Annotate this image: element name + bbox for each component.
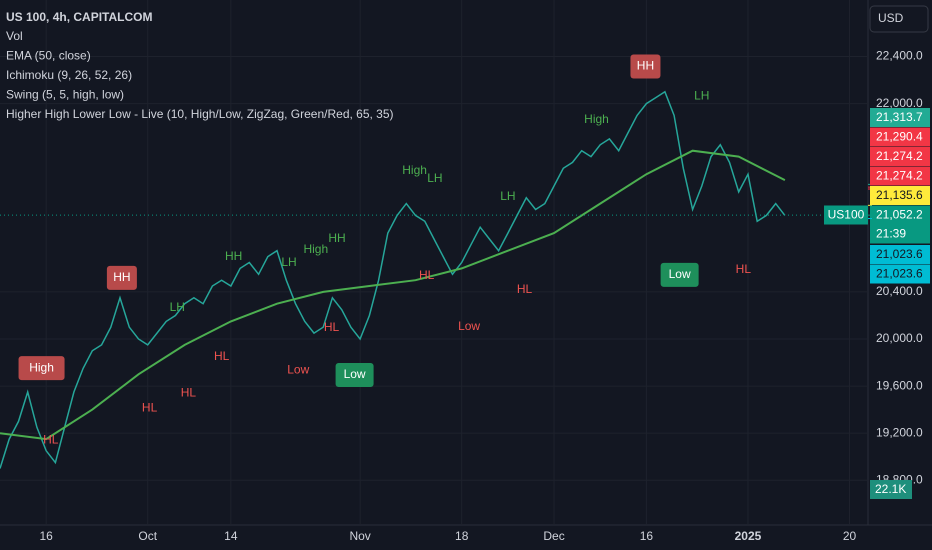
axes: 18,800.019,200.019,600.020,000.020,400.0… — [0, 49, 930, 543]
annotation-label: HH — [113, 270, 130, 284]
annotation-box — [18, 356, 65, 381]
price-label-box — [870, 205, 930, 225]
annotation-label: HL — [736, 262, 752, 276]
annotation-box — [630, 54, 661, 79]
annotation-label: High — [584, 112, 609, 126]
ema-line — [0, 149, 786, 441]
symbol: US100 — [828, 208, 865, 222]
x-tick-label: 20 — [843, 529, 857, 543]
x-tick-label: 16 — [39, 529, 53, 543]
price-label: 21,290.4 — [876, 130, 923, 144]
price-label: 21,023.6 — [876, 267, 923, 281]
price-label: 21,052.2 — [876, 208, 923, 222]
indicator-label: Ichimoku (9, 26, 52, 26) — [6, 68, 132, 82]
countdown: 21:39 — [876, 227, 906, 241]
x-tick-label: 14 — [224, 529, 238, 543]
price-label-box — [870, 147, 930, 166]
annotation-box — [106, 265, 137, 290]
annotation-label: LH — [427, 171, 442, 185]
annotation-label: HL — [419, 268, 435, 282]
annotation-label: Low — [287, 362, 309, 376]
x-tick-label: 18 — [455, 529, 469, 543]
price-label-box — [870, 108, 930, 127]
price-label-box — [870, 166, 930, 186]
annotation-label: HL — [517, 282, 533, 296]
marks — [0, 90, 786, 469]
annotation-label: LH — [170, 300, 185, 314]
price-label: 21,274.2 — [876, 169, 923, 183]
price-label-box — [870, 264, 930, 284]
annotation-label: HH — [328, 231, 345, 245]
annotation-label: High — [402, 163, 427, 177]
annotation-label: High — [29, 360, 54, 374]
y-tick-label: 19,600.0 — [876, 378, 923, 392]
y-tick-label: 20,000.0 — [876, 331, 923, 345]
indicator-label: EMA (50, close) — [6, 49, 91, 63]
annotation-label: HH — [225, 249, 242, 263]
annotation-label: HL — [142, 400, 158, 414]
volume-label: 22.1K — [875, 482, 906, 496]
y-tick-label: 19,200.0 — [876, 425, 923, 439]
annotation-label: LH — [281, 255, 296, 269]
indicator-label: Higher High Lower Low - Live (10, High/L… — [6, 107, 394, 121]
price-label: 21,274.2 — [876, 149, 923, 163]
y-tick-label: 22,400.0 — [876, 49, 923, 63]
symbol-box — [824, 205, 868, 225]
price-label-box — [870, 186, 930, 205]
price-line — [0, 90, 786, 469]
currency[interactable]: USD — [878, 11, 904, 25]
y-tick-label: 22,000.0 — [876, 96, 923, 110]
price-label-box — [870, 224, 930, 244]
annotation-label: Low — [458, 319, 480, 333]
annotation-label: HH — [637, 59, 654, 73]
y-tick-label: 20,400.0 — [876, 284, 923, 298]
annotation-label: HL — [43, 432, 59, 446]
annotation-label: HL — [324, 320, 340, 334]
annotation-label: Low — [669, 267, 691, 281]
price-label-box — [870, 245, 930, 264]
x-tick-label: 2025 — [735, 529, 762, 543]
annotation-box — [660, 262, 699, 287]
annotation-label: High — [303, 242, 328, 256]
price-label: 21,023.6 — [876, 247, 923, 261]
annotation-label: Low — [344, 367, 366, 381]
currency-button[interactable] — [869, 5, 929, 33]
x-tick-label: Nov — [349, 529, 370, 543]
volume-label-box — [870, 480, 912, 499]
annotation-label: HL — [214, 349, 230, 363]
chart-title: US 100, 4h, CAPITALCOM — [6, 10, 152, 24]
price-label-box — [870, 127, 930, 147]
annotation-label: LH — [694, 89, 709, 103]
indicator-label: Swing (5, 5, high, low) — [6, 88, 124, 102]
x-tick-label: Oct — [138, 529, 157, 543]
annotation-label: LH — [500, 189, 515, 203]
price-label: 21,135.6 — [876, 188, 923, 202]
indicator-label: Vol — [6, 29, 23, 43]
x-tick-label: 16 — [640, 529, 654, 543]
annotation-label: HL — [181, 385, 197, 399]
x-tick-label: Dec — [543, 529, 564, 543]
annotation-box — [335, 363, 374, 388]
price-label: 21,313.7 — [876, 110, 923, 124]
